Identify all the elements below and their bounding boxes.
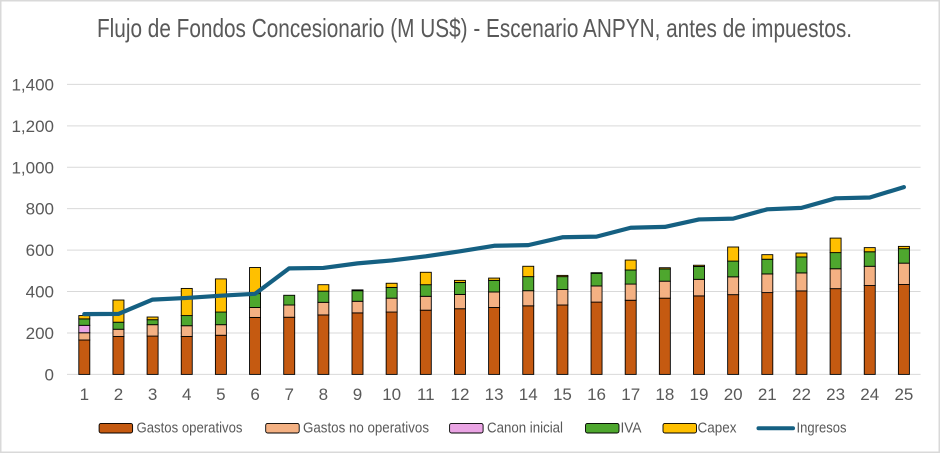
svg-text:20: 20 xyxy=(724,385,743,404)
svg-text:7: 7 xyxy=(284,385,293,404)
svg-text:18: 18 xyxy=(655,385,674,404)
svg-text:Ingresos: Ingresos xyxy=(797,420,847,437)
svg-text:23: 23 xyxy=(826,385,845,404)
svg-text:1,400: 1,400 xyxy=(11,75,54,94)
svg-text:Canon inicial: Canon inicial xyxy=(487,420,563,437)
svg-text:5: 5 xyxy=(216,385,225,404)
svg-text:IVA: IVA xyxy=(621,420,642,437)
svg-text:19: 19 xyxy=(690,385,709,404)
svg-text:9: 9 xyxy=(353,385,362,404)
svg-text:1: 1 xyxy=(80,385,89,404)
svg-text:Flujo de Fondos Concesionario: Flujo de Fondos Concesionario (M US$) - … xyxy=(97,13,852,43)
svg-text:25: 25 xyxy=(894,385,913,404)
svg-text:12: 12 xyxy=(450,385,469,404)
svg-text:200: 200 xyxy=(26,324,54,343)
svg-text:0: 0 xyxy=(45,365,54,384)
svg-text:21: 21 xyxy=(758,385,777,404)
svg-text:14: 14 xyxy=(519,385,538,404)
svg-text:22: 22 xyxy=(792,385,811,404)
svg-text:3: 3 xyxy=(148,385,157,404)
svg-text:13: 13 xyxy=(485,385,504,404)
svg-text:800: 800 xyxy=(26,200,54,219)
svg-text:15: 15 xyxy=(553,385,572,404)
svg-text:Gastos operativos: Gastos operativos xyxy=(137,420,243,437)
svg-text:16: 16 xyxy=(587,385,606,404)
svg-text:Gastos no operativos: Gastos no operativos xyxy=(303,420,429,437)
svg-text:600: 600 xyxy=(26,241,54,260)
svg-text:6: 6 xyxy=(250,385,259,404)
svg-text:2: 2 xyxy=(114,385,123,404)
svg-text:Capex: Capex xyxy=(698,420,737,437)
svg-text:17: 17 xyxy=(621,385,640,404)
svg-text:11: 11 xyxy=(417,385,435,404)
svg-text:1,000: 1,000 xyxy=(11,158,54,177)
svg-text:400: 400 xyxy=(26,283,54,302)
svg-text:24: 24 xyxy=(860,385,879,404)
svg-text:10: 10 xyxy=(382,385,401,404)
svg-text:4: 4 xyxy=(182,385,191,404)
svg-text:8: 8 xyxy=(319,385,328,404)
svg-text:1,200: 1,200 xyxy=(11,117,54,136)
